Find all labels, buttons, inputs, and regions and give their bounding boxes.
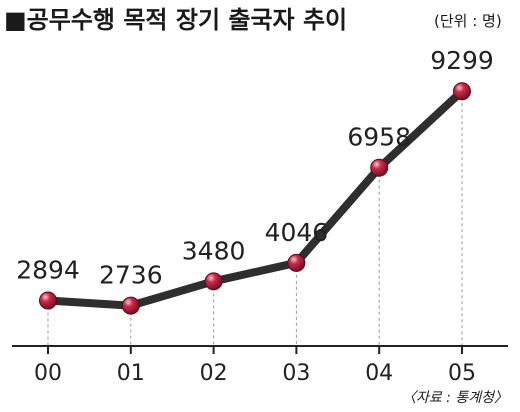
- x-tick-label: 02: [200, 361, 228, 386]
- x-ticks: 00 01 02 03 04 05: [34, 346, 476, 386]
- x-tick-label: 04: [365, 361, 393, 386]
- data-point: [39, 291, 57, 310]
- data-point: [370, 158, 389, 177]
- x-tick-label: 03: [282, 361, 310, 386]
- data-point: [204, 272, 223, 291]
- data-label: 2736: [99, 261, 163, 290]
- data-label: 6958: [347, 123, 411, 152]
- data-point: [287, 253, 306, 272]
- value-labels: 2894 2736 3480 4046 6958 9299: [16, 46, 494, 289]
- data-label: 3480: [182, 236, 246, 265]
- unit-label: (단위 : 명): [434, 12, 502, 30]
- x-tick-label: 00: [34, 361, 62, 386]
- data-markers: [39, 82, 471, 315]
- data-point: [453, 82, 471, 101]
- data-label: 9299: [430, 46, 494, 75]
- x-tick-label: 01: [117, 361, 145, 386]
- x-tick-label: 05: [448, 361, 476, 386]
- data-label: 2894: [16, 255, 80, 284]
- source-note: 〈자료 : 통계청〉: [402, 390, 508, 406]
- data-label: 4046: [265, 218, 329, 247]
- data-point: [121, 296, 140, 315]
- chart-title: ■공무수행 목적 장기 출국자 추이: [4, 6, 347, 34]
- series-line: [44, 87, 466, 310]
